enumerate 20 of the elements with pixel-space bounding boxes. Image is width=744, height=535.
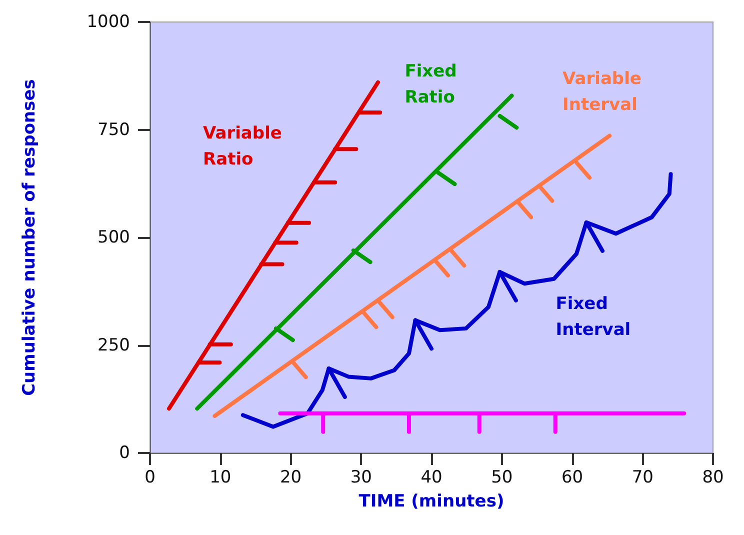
x-tick-label: 50: [491, 468, 513, 488]
text: Variable Interval: [562, 68, 642, 115]
y-tick-label: 0: [119, 443, 130, 463]
series-label: Fixed Ratio: [404, 62, 457, 108]
x-axis-title: TIME (minutes): [358, 492, 504, 512]
x-tick-label: 20: [280, 468, 302, 488]
y-tick-label: 500: [98, 228, 130, 248]
x-tick-label: 70: [632, 468, 654, 488]
y-tick-label: 1000: [86, 12, 130, 32]
x-tick-label: 40: [420, 468, 442, 488]
x-tick-label: 80: [702, 468, 724, 488]
x-tick-label: 60: [561, 468, 584, 488]
x-tick-label: 10: [210, 468, 232, 488]
x-tick-label: 30: [350, 468, 372, 488]
y-axis-title: Cumulative number of responses: [20, 79, 40, 396]
y-tick-label: 250: [98, 335, 130, 356]
series-label: Variable Ratio: [203, 123, 282, 170]
series-label: Fixed Interval: [556, 294, 631, 340]
y-tick-label: 750: [98, 120, 130, 140]
x-tick-label: 0: [144, 468, 156, 488]
